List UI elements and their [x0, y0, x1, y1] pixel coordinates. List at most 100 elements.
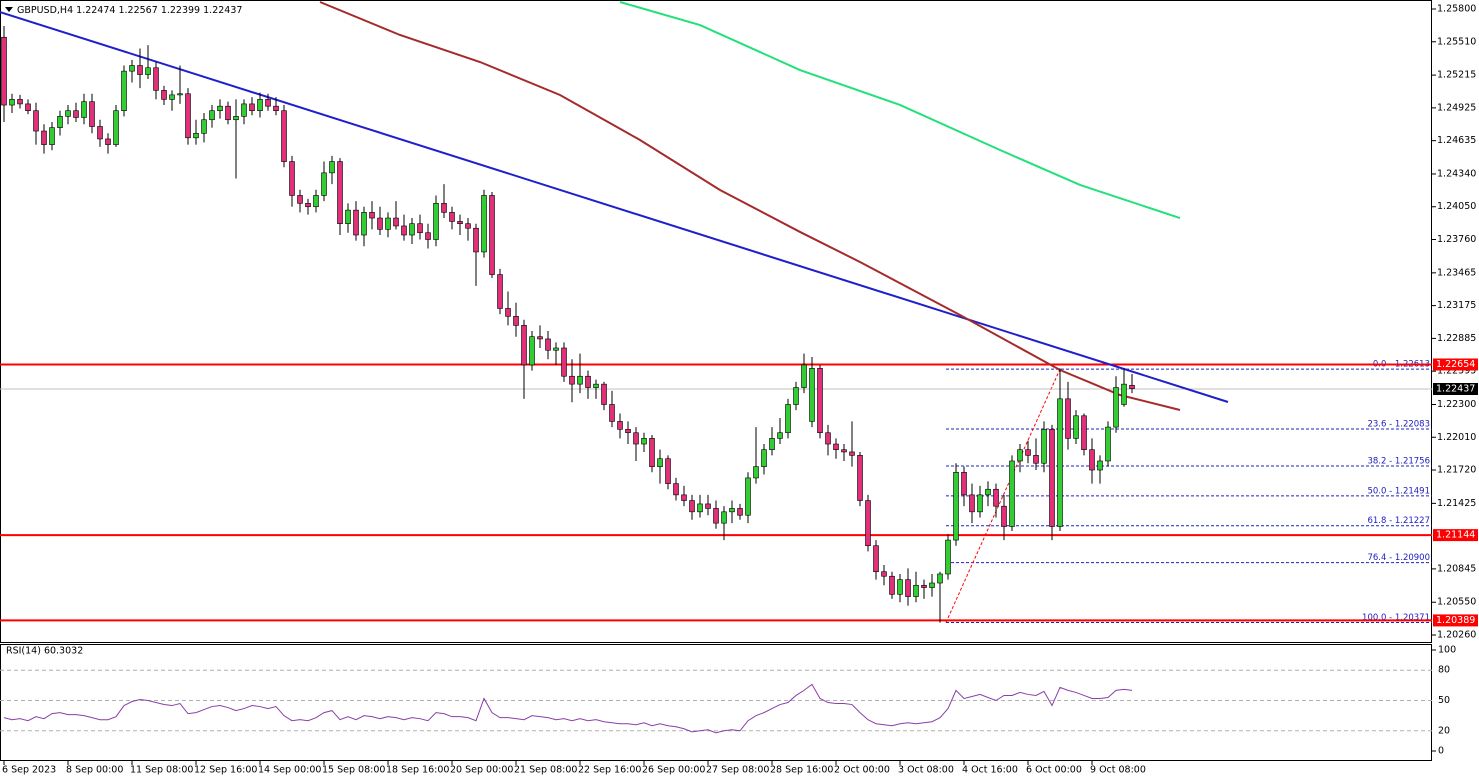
candle-body [697, 503, 703, 513]
candle-body [713, 508, 719, 524]
rsi-tick-label: 20 [1438, 725, 1450, 736]
x-tick-label: 14 Sep 00:00 [258, 765, 321, 776]
y-tick-label: 1.24050 [1437, 201, 1476, 212]
candle-body [337, 161, 343, 224]
y-tick-label: 1.23760 [1437, 234, 1476, 245]
quote-open: 1.22474 [76, 5, 115, 16]
candle-body [633, 432, 639, 445]
candle-body [409, 223, 415, 236]
candle-body [745, 477, 751, 516]
y-tick-label: 1.25510 [1437, 36, 1476, 47]
x-tick-label: 3 Oct 08:00 [898, 765, 954, 776]
fib-label: 100.0 - 1.20371 [1362, 613, 1430, 623]
candle-body [185, 93, 191, 139]
candle-body [1065, 398, 1071, 439]
candle-body [1017, 449, 1023, 462]
candle-body [1, 36, 7, 106]
candle-body [1121, 383, 1127, 405]
candle-body [89, 101, 95, 127]
header: GBPUSD,H4 1.22474 1.22567 1.22399 1.2243… [17, 5, 242, 16]
rsi-tick-label: 0 [1438, 746, 1444, 757]
candle-body [121, 70, 127, 112]
candle-body [441, 203, 447, 213]
quote-high: 1.22567 [118, 5, 157, 16]
candle-body [1025, 449, 1031, 456]
candle-body [9, 99, 15, 106]
y-tick-label: 1.24925 [1437, 102, 1476, 113]
candle-body [17, 99, 23, 105]
y-tick-label: 1.20845 [1437, 563, 1476, 574]
candle-body [601, 383, 607, 405]
candle-body [265, 99, 271, 107]
y-tick-label: 1.22300 [1437, 399, 1476, 410]
candle-body [313, 195, 319, 208]
candle-body [873, 545, 879, 573]
candle-body [609, 404, 615, 422]
candle-body [769, 438, 775, 450]
candle-body [1001, 505, 1007, 527]
candle-body [1081, 415, 1087, 450]
candle-body [913, 584, 919, 597]
candle-body [1073, 415, 1079, 439]
candle-body [1009, 460, 1015, 527]
fib-label: 76.4 - 1.20900 [1367, 553, 1430, 563]
candle-body [81, 101, 87, 118]
candle-body [721, 511, 727, 524]
y-tick-label: 1.25800 [1437, 4, 1476, 15]
candle-body [897, 579, 903, 595]
fib-label: 23.6 - 1.22083 [1367, 420, 1430, 430]
candle-body [129, 65, 135, 72]
x-tick-label: 6 Oct 00:00 [1026, 765, 1082, 776]
candle-body [449, 212, 455, 222]
y-tick-label: 1.23465 [1437, 267, 1476, 278]
candle-body [321, 172, 327, 196]
fib-label: 61.8 - 1.21227 [1367, 516, 1430, 526]
candle-body [257, 99, 263, 112]
candle-body [753, 466, 759, 479]
candle-body [209, 110, 215, 121]
x-tick-label: 9 Oct 08:00 [1090, 765, 1146, 776]
candle-body [145, 67, 151, 75]
candle-body [625, 429, 631, 434]
candle-body [1041, 429, 1047, 464]
candle-body [369, 212, 375, 219]
candle-body [953, 471, 959, 541]
candle-body [57, 116, 63, 128]
candle-body [585, 375, 591, 388]
level-box [1433, 614, 1478, 627]
candle-body [433, 203, 439, 240]
level-label: 1.20389 [1436, 615, 1475, 626]
x-tick-label: 11 Sep 08:00 [130, 765, 193, 776]
x-tick-label: 4 Oct 16:00 [962, 765, 1018, 776]
candle-body [1089, 449, 1095, 471]
candle-body [553, 347, 559, 351]
candle-body [825, 432, 831, 445]
y-tick-label: 1.22010 [1437, 432, 1476, 443]
level-box [1433, 358, 1478, 371]
rsi-plot [0, 669, 1432, 734]
x-tick-label: 21 Sep 08:00 [514, 765, 577, 776]
rsi-tick-label: 50 [1438, 695, 1450, 706]
candle-body [993, 488, 999, 507]
y-tick-label: 1.22595 [1437, 366, 1476, 377]
candle-body [545, 338, 551, 351]
candle-body [521, 325, 527, 366]
rsi-tick-label: 80 [1438, 665, 1450, 676]
candle-body [681, 494, 687, 501]
x-tick-label: 28 Sep 16:00 [770, 765, 833, 776]
y-tick-label: 1.21425 [1437, 498, 1476, 509]
candle-body [673, 483, 679, 496]
candle-body [529, 336, 535, 366]
candle-body [977, 494, 983, 513]
candle-body [785, 404, 791, 434]
candle-body [665, 458, 671, 484]
candle-body [281, 110, 287, 162]
indicator-line [319, 1, 1181, 411]
candle-body [481, 195, 487, 253]
candle-body [233, 116, 239, 121]
rsi-line [3, 683, 1133, 734]
candle-body [193, 132, 199, 139]
y-tick-label: 1.21720 [1437, 465, 1476, 476]
symbol: GBPUSD,H4 [17, 5, 73, 16]
